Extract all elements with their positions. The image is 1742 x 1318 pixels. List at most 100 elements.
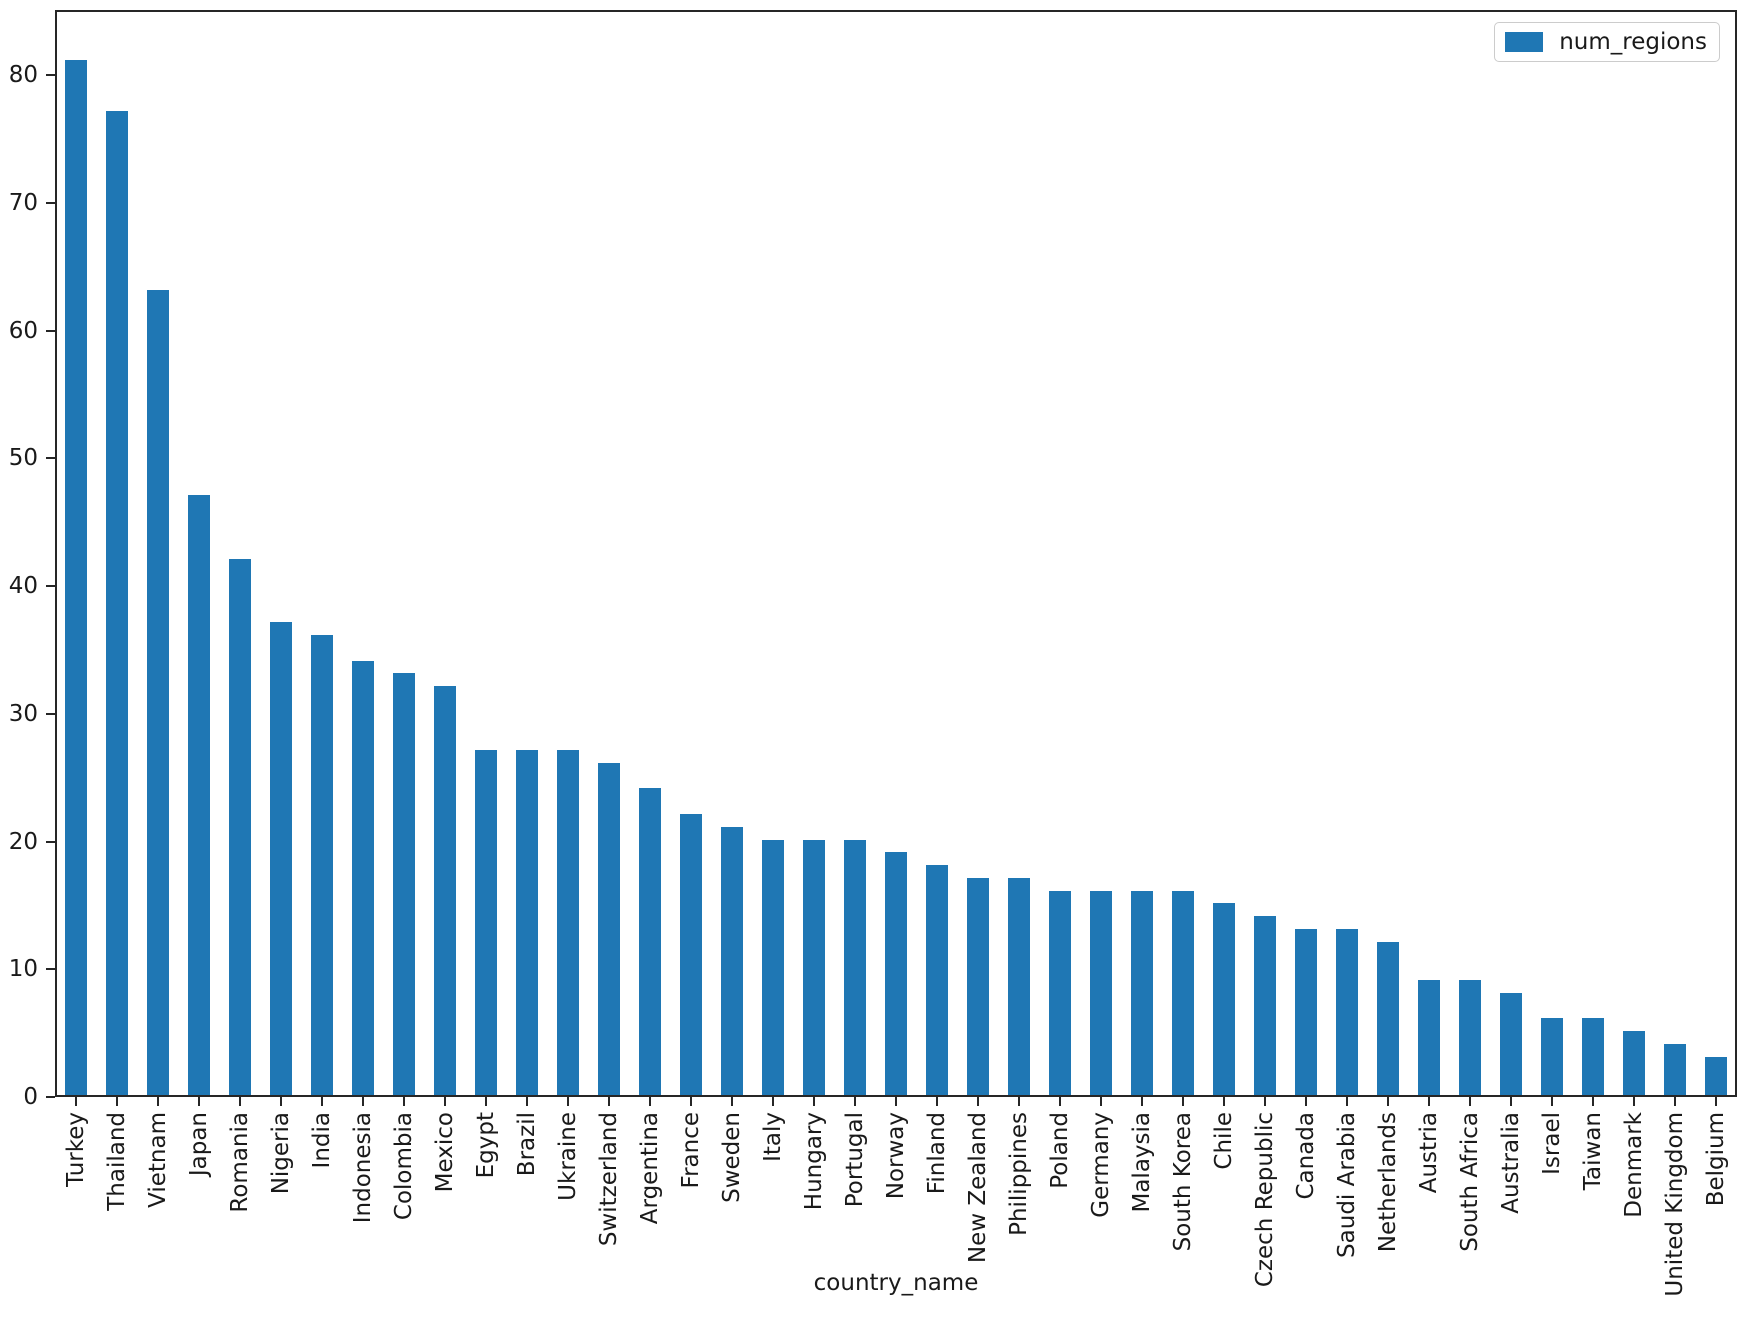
bar-nigeria bbox=[269, 622, 292, 1095]
x-tick-label: Austria bbox=[1416, 1112, 1443, 1194]
x-tick-label: Romania bbox=[226, 1112, 253, 1213]
x-tick-label: Argentina bbox=[636, 1112, 663, 1225]
y-tick-label: 10 bbox=[8, 956, 38, 983]
bar-egypt bbox=[474, 750, 497, 1095]
bar-netherlands bbox=[1377, 942, 1400, 1095]
x-tick-mark bbox=[730, 1097, 733, 1106]
x-tick-mark bbox=[320, 1097, 323, 1106]
bar-switzerland bbox=[597, 763, 620, 1095]
x-tick-label: Egypt bbox=[472, 1112, 499, 1179]
bar-hungary bbox=[802, 840, 825, 1095]
x-tick-mark bbox=[1428, 1097, 1431, 1106]
x-tick-label: Brazil bbox=[513, 1112, 540, 1177]
x-tick-mark bbox=[1551, 1097, 1554, 1106]
x-tick-mark bbox=[1100, 1097, 1103, 1106]
bar-germany bbox=[1090, 891, 1113, 1095]
bar-mexico bbox=[433, 686, 456, 1095]
bar-czech-republic bbox=[1254, 916, 1277, 1095]
x-tick-mark bbox=[115, 1097, 118, 1106]
bar-portugal bbox=[843, 840, 866, 1095]
x-tick-mark bbox=[197, 1097, 200, 1106]
x-tick-label: Chile bbox=[1211, 1112, 1238, 1170]
x-tick-label: Finland bbox=[924, 1112, 951, 1195]
x-tick-label: Netherlands bbox=[1375, 1112, 1402, 1253]
bar-israel bbox=[1541, 1018, 1564, 1095]
x-tick-label: Indonesia bbox=[349, 1112, 376, 1224]
bar-united-kingdom bbox=[1664, 1044, 1687, 1095]
plot-area: num_regions bbox=[55, 10, 1737, 1097]
y-tick-mark bbox=[46, 968, 55, 971]
x-tick-label: India bbox=[308, 1112, 335, 1169]
x-tick-mark bbox=[1264, 1097, 1267, 1106]
bar-ukraine bbox=[556, 750, 579, 1095]
bar-philippines bbox=[1008, 878, 1031, 1095]
bar-australia bbox=[1500, 993, 1523, 1095]
x-tick-mark bbox=[566, 1097, 569, 1106]
x-tick-label: Taiwan bbox=[1580, 1112, 1607, 1191]
bar-finland bbox=[926, 865, 949, 1095]
bar-sweden bbox=[720, 827, 743, 1095]
x-tick-mark bbox=[402, 1097, 405, 1106]
y-tick-label: 80 bbox=[8, 62, 38, 89]
x-tick-mark bbox=[1715, 1097, 1718, 1106]
x-tick-mark bbox=[1059, 1097, 1062, 1106]
x-tick-mark bbox=[361, 1097, 364, 1106]
x-tick-mark bbox=[771, 1097, 774, 1106]
legend: num_regions bbox=[1494, 22, 1720, 62]
x-tick-mark bbox=[1346, 1097, 1349, 1106]
x-tick-label: Thailand bbox=[103, 1112, 130, 1211]
x-tick-mark bbox=[156, 1097, 159, 1106]
x-tick-mark bbox=[238, 1097, 241, 1106]
x-tick-label: Malaysia bbox=[1129, 1112, 1156, 1213]
bar-japan bbox=[187, 495, 210, 1095]
x-tick-label: Belgium bbox=[1703, 1112, 1730, 1207]
x-tick-mark bbox=[1141, 1097, 1144, 1106]
bar-italy bbox=[761, 840, 784, 1095]
x-tick-label: Colombia bbox=[390, 1112, 417, 1221]
x-tick-label: Philippines bbox=[1006, 1112, 1033, 1236]
x-tick-mark bbox=[74, 1097, 77, 1106]
x-tick-label: United Kingdom bbox=[1662, 1112, 1689, 1297]
x-tick-label: Israel bbox=[1539, 1112, 1566, 1175]
x-tick-mark bbox=[1223, 1097, 1226, 1106]
x-tick-mark bbox=[1305, 1097, 1308, 1106]
x-tick-mark bbox=[443, 1097, 446, 1106]
x-tick-mark bbox=[812, 1097, 815, 1106]
x-tick-label: Nigeria bbox=[267, 1112, 294, 1195]
x-tick-label: Switzerland bbox=[595, 1112, 622, 1247]
x-tick-mark bbox=[936, 1097, 939, 1106]
x-tick-mark bbox=[977, 1097, 980, 1106]
y-tick-label: 20 bbox=[8, 828, 38, 855]
bar-south-africa bbox=[1459, 980, 1482, 1095]
x-tick-label: Australia bbox=[1498, 1112, 1525, 1214]
bar-malaysia bbox=[1131, 891, 1154, 1095]
y-tick-label: 0 bbox=[23, 1084, 38, 1110]
bar-new-zealand bbox=[967, 878, 990, 1095]
x-tick-label: New Zealand bbox=[965, 1112, 992, 1264]
y-tick-mark bbox=[46, 74, 55, 77]
bar-thailand bbox=[105, 111, 128, 1095]
y-tick-mark bbox=[46, 329, 55, 332]
x-tick-label: Portugal bbox=[841, 1112, 868, 1208]
y-tick-mark bbox=[46, 201, 55, 204]
y-tick-label: 70 bbox=[8, 189, 38, 216]
x-tick-label: Turkey bbox=[62, 1112, 89, 1187]
x-tick-label: Italy bbox=[759, 1112, 786, 1162]
y-tick-label: 30 bbox=[8, 700, 38, 727]
bar-poland bbox=[1049, 891, 1072, 1095]
x-tick-label: Vietnam bbox=[144, 1112, 171, 1208]
x-tick-label: South Korea bbox=[1170, 1112, 1197, 1252]
bar-vietnam bbox=[146, 290, 169, 1095]
bar-india bbox=[310, 635, 333, 1095]
bar-brazil bbox=[515, 750, 538, 1095]
y-tick-label: 50 bbox=[8, 445, 38, 472]
x-tick-label: Mexico bbox=[431, 1112, 458, 1193]
bar-france bbox=[679, 814, 702, 1095]
x-tick-mark bbox=[1633, 1097, 1636, 1106]
x-tick-mark bbox=[279, 1097, 282, 1106]
x-tick-label: France bbox=[677, 1112, 704, 1189]
x-tick-label: Poland bbox=[1047, 1112, 1074, 1189]
x-tick-label: Sweden bbox=[718, 1112, 745, 1203]
x-tick-label: Ukraine bbox=[554, 1112, 581, 1201]
x-tick-label: South Africa bbox=[1457, 1112, 1484, 1252]
